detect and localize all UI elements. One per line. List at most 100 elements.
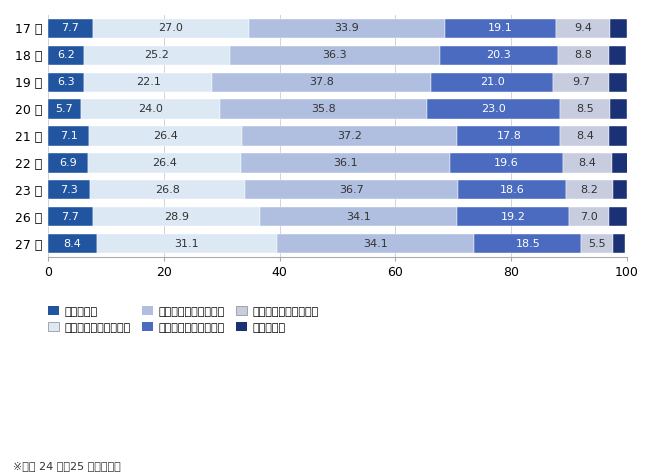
Bar [48, 180, 90, 200]
Bar [84, 46, 230, 65]
Bar [581, 234, 613, 253]
Bar [88, 153, 241, 173]
Bar [560, 127, 609, 146]
Text: 17.8: 17.8 [496, 131, 521, 141]
Text: 28.9: 28.9 [164, 212, 189, 222]
Text: 6.3: 6.3 [58, 77, 75, 87]
Text: 36.1: 36.1 [333, 158, 358, 168]
Bar [48, 127, 89, 146]
Bar [608, 46, 627, 65]
Text: 5.5: 5.5 [589, 238, 606, 248]
Text: 21.0: 21.0 [480, 77, 504, 87]
Bar [84, 73, 213, 92]
Text: 8.2: 8.2 [581, 185, 598, 195]
Text: 19.1: 19.1 [488, 23, 513, 34]
Bar [427, 100, 560, 119]
Text: 35.8: 35.8 [311, 104, 336, 114]
Bar [48, 100, 81, 119]
Bar [241, 153, 450, 173]
Bar [609, 73, 627, 92]
Bar [474, 234, 581, 253]
Bar [563, 153, 612, 173]
Text: 26.8: 26.8 [156, 185, 181, 195]
Bar [457, 127, 560, 146]
Bar [558, 46, 608, 65]
Bar [457, 207, 568, 227]
Text: 31.1: 31.1 [175, 238, 199, 248]
Bar [568, 207, 609, 227]
Bar [610, 19, 627, 38]
Text: 7.7: 7.7 [61, 23, 79, 34]
Bar [245, 180, 458, 200]
Text: 20.3: 20.3 [487, 50, 511, 60]
Text: 7.7: 7.7 [61, 212, 79, 222]
Text: 19.6: 19.6 [494, 158, 519, 168]
Text: 25.2: 25.2 [145, 50, 169, 60]
Bar [432, 73, 553, 92]
Text: ※平成 24 年、25 年は未実施: ※平成 24 年、25 年は未実施 [13, 461, 121, 471]
Text: 19.2: 19.2 [500, 212, 525, 222]
Text: 8.8: 8.8 [574, 50, 592, 60]
Bar [609, 127, 627, 146]
Text: 33.9: 33.9 [335, 23, 360, 34]
Bar [440, 46, 558, 65]
Bar [609, 207, 627, 227]
Text: 9.7: 9.7 [572, 77, 590, 87]
Bar [48, 19, 92, 38]
Bar [48, 73, 84, 92]
Bar [610, 100, 627, 119]
Bar [556, 19, 610, 38]
Text: 7.3: 7.3 [60, 185, 78, 195]
Bar [213, 73, 432, 92]
Bar [613, 180, 627, 200]
Text: 36.7: 36.7 [339, 185, 364, 195]
Text: 26.4: 26.4 [153, 131, 178, 141]
Bar [458, 180, 566, 200]
Bar [613, 234, 625, 253]
Bar [90, 180, 245, 200]
Legend: ５時間未満, ５時間以上６時間未満, ６時間以上７時間未満, ７時間以上８時間未満, ８時間以上９時間未満, ９時間以上: ５時間未満, ５時間以上６時間未満, ６時間以上７時間未満, ７時間以上８時間未… [48, 306, 318, 333]
Bar [230, 46, 440, 65]
Bar [92, 19, 249, 38]
Bar [81, 100, 220, 119]
Bar [560, 100, 610, 119]
Text: 5.7: 5.7 [56, 104, 73, 114]
Text: 37.2: 37.2 [337, 131, 362, 141]
Text: 8.4: 8.4 [579, 158, 596, 168]
Text: 7.1: 7.1 [60, 131, 77, 141]
Text: 26.4: 26.4 [152, 158, 177, 168]
Bar [48, 153, 88, 173]
Bar [89, 127, 242, 146]
Bar [97, 234, 277, 253]
Text: 7.0: 7.0 [580, 212, 598, 222]
Bar [450, 153, 563, 173]
Text: 6.9: 6.9 [59, 158, 77, 168]
Text: 8.4: 8.4 [576, 131, 594, 141]
Text: 37.8: 37.8 [309, 77, 334, 87]
Bar [277, 234, 474, 253]
Text: 18.6: 18.6 [500, 185, 525, 195]
Bar [612, 153, 628, 173]
Text: 18.5: 18.5 [515, 238, 540, 248]
Bar [242, 127, 457, 146]
Text: 6.2: 6.2 [57, 50, 75, 60]
Bar [92, 207, 260, 227]
Text: 36.3: 36.3 [322, 50, 347, 60]
Text: 8.5: 8.5 [576, 104, 594, 114]
Text: 8.4: 8.4 [63, 238, 81, 248]
Text: 24.0: 24.0 [138, 104, 163, 114]
Bar [260, 207, 457, 227]
Bar [48, 207, 92, 227]
Bar [48, 234, 97, 253]
Bar [249, 19, 445, 38]
Bar [553, 73, 609, 92]
Text: 9.4: 9.4 [574, 23, 592, 34]
Text: 27.0: 27.0 [158, 23, 183, 34]
Bar [48, 46, 84, 65]
Text: 34.1: 34.1 [363, 238, 388, 248]
Bar [566, 180, 613, 200]
Text: 23.0: 23.0 [481, 104, 506, 114]
Text: 34.1: 34.1 [346, 212, 371, 222]
Bar [220, 100, 427, 119]
Text: 22.1: 22.1 [136, 77, 161, 87]
